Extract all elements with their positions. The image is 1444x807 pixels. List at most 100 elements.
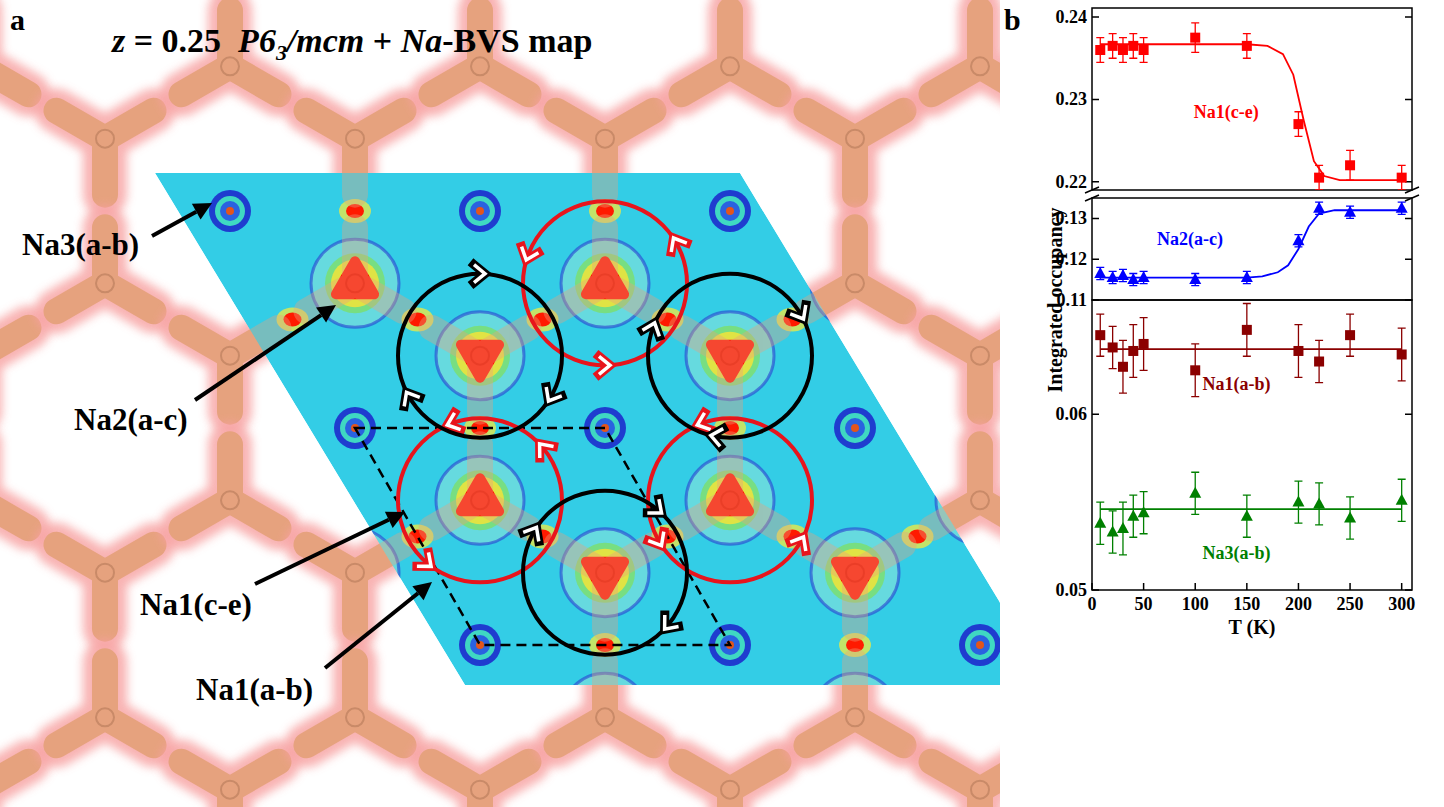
y-shape bbox=[182, 444, 279, 528]
y-center bbox=[971, 491, 989, 509]
marker bbox=[1107, 526, 1119, 537]
y-shape bbox=[57, 111, 154, 195]
error-bar bbox=[1315, 340, 1323, 382]
error-bar bbox=[1096, 314, 1104, 356]
y-center bbox=[96, 130, 114, 148]
contour-halo bbox=[311, 673, 399, 761]
blob-halo bbox=[964, 416, 996, 440]
tri-halo-inner bbox=[831, 259, 879, 307]
title-part: -BVS map bbox=[442, 22, 592, 59]
x-tick bbox=[1298, 583, 1300, 590]
tri-halo-inner bbox=[956, 766, 1000, 807]
ring-inner bbox=[970, 201, 990, 221]
chevron-outline bbox=[658, 615, 679, 635]
x-tick-label: 100 bbox=[1182, 594, 1209, 614]
error-bar bbox=[1096, 38, 1104, 63]
ring-core bbox=[726, 207, 734, 215]
y-shape bbox=[932, 328, 1000, 412]
tri-halo bbox=[825, 253, 885, 313]
contour-halo bbox=[561, 673, 649, 761]
tri-halo bbox=[950, 326, 1000, 386]
marker bbox=[1095, 45, 1105, 55]
panel-a bbox=[0, 0, 1000, 807]
y-glow bbox=[0, 328, 28, 412]
ring-outer bbox=[209, 190, 251, 232]
chevron bbox=[642, 320, 663, 336]
y-center bbox=[846, 130, 864, 148]
y-center bbox=[221, 781, 239, 799]
red-triangle bbox=[211, 478, 249, 511]
ring-core bbox=[226, 641, 234, 649]
y-shape bbox=[932, 328, 1000, 412]
y-center bbox=[96, 708, 114, 726]
blob bbox=[534, 747, 552, 761]
tri-halo bbox=[325, 543, 385, 603]
y-glow bbox=[0, 444, 28, 528]
marker bbox=[1138, 271, 1150, 282]
tri-halo-inner bbox=[956, 332, 1000, 380]
marker bbox=[1128, 41, 1138, 51]
y-shape bbox=[307, 227, 404, 311]
tri-halo-inner bbox=[581, 693, 629, 741]
y-center bbox=[96, 708, 114, 726]
y-tick-label: 0.22 bbox=[1056, 172, 1088, 192]
y-center bbox=[846, 274, 864, 292]
y-shape bbox=[557, 661, 654, 745]
marker bbox=[1293, 119, 1303, 129]
chevron-inner bbox=[541, 387, 562, 406]
y-glow bbox=[682, 10, 779, 94]
blob bbox=[659, 747, 677, 761]
y-tick bbox=[1092, 16, 1412, 18]
bvs-map bbox=[0, 0, 1000, 807]
y-center bbox=[971, 781, 989, 799]
blob-halo bbox=[902, 308, 934, 332]
y-center bbox=[96, 130, 114, 148]
marker bbox=[1139, 45, 1149, 55]
contour bbox=[686, 746, 774, 807]
ring-outer bbox=[834, 407, 876, 449]
y-center bbox=[971, 491, 989, 509]
y-shape bbox=[57, 661, 154, 745]
y-tick bbox=[1092, 413, 1412, 415]
red-triangle bbox=[961, 779, 999, 807]
y-center bbox=[221, 347, 239, 365]
title-rest: = 0.25 bbox=[125, 22, 238, 59]
blob bbox=[284, 530, 302, 544]
y-tick bbox=[1092, 218, 1412, 220]
tri-halo bbox=[950, 760, 1000, 807]
label-arrow bbox=[152, 212, 196, 236]
label-arrowhead bbox=[316, 305, 336, 323]
series-label: Na2(a-c) bbox=[1157, 229, 1223, 250]
chevron-outline bbox=[642, 320, 663, 336]
chevron-outline bbox=[666, 234, 687, 253]
y-shape bbox=[182, 762, 279, 807]
y-center bbox=[596, 130, 614, 148]
chevron bbox=[790, 533, 811, 552]
y-glow bbox=[807, 111, 904, 195]
ring-mid bbox=[465, 196, 495, 226]
tri-halo bbox=[450, 760, 510, 807]
chevron-inner bbox=[474, 265, 485, 283]
y-shape bbox=[0, 762, 28, 807]
y-center bbox=[471, 57, 489, 75]
y-shape bbox=[182, 762, 279, 807]
y-glow bbox=[682, 762, 779, 807]
blob-halo bbox=[214, 416, 246, 440]
y-center bbox=[96, 564, 114, 582]
error-bar bbox=[1119, 340, 1127, 393]
y-center bbox=[971, 57, 989, 75]
marker bbox=[1138, 506, 1150, 517]
y-shapes bbox=[0, 0, 1000, 807]
y-glow bbox=[307, 661, 404, 745]
marker bbox=[1345, 160, 1355, 170]
y-center bbox=[846, 708, 864, 726]
rotation-circle bbox=[523, 201, 687, 365]
y-shape bbox=[182, 444, 279, 528]
ring-mid bbox=[215, 196, 245, 226]
chevron bbox=[518, 247, 539, 263]
marker bbox=[1292, 496, 1304, 507]
chevron-inner bbox=[790, 305, 811, 324]
marker bbox=[1118, 45, 1128, 55]
chevron bbox=[399, 388, 420, 407]
y-center bbox=[96, 274, 114, 292]
